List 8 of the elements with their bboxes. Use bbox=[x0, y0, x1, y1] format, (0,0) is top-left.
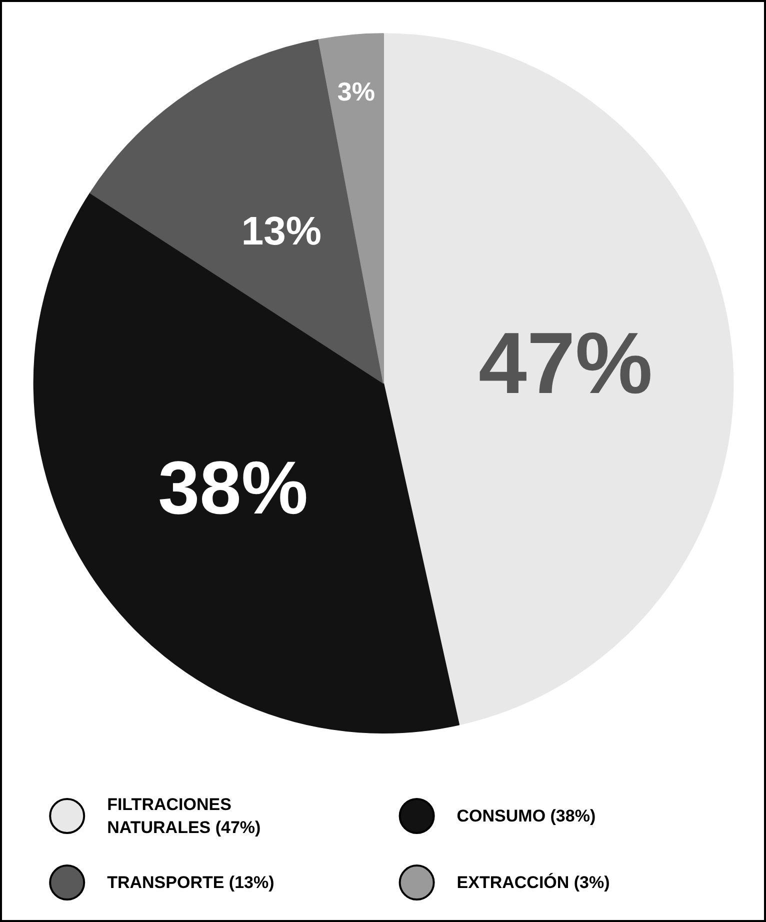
data-label: 3% bbox=[337, 76, 375, 107]
legend-label: EXTRACCIÓN (3%) bbox=[456, 872, 610, 892]
data-label: 13% bbox=[241, 209, 322, 254]
data-label: 38% bbox=[158, 446, 308, 530]
data-label: 47% bbox=[478, 314, 653, 412]
legend-label: FILTRACIONES NATURALES (47%) bbox=[107, 795, 261, 837]
legend-label: CONSUMO (38%) bbox=[456, 806, 596, 826]
legend-label: TRANSPORTE (13%) bbox=[107, 873, 274, 892]
